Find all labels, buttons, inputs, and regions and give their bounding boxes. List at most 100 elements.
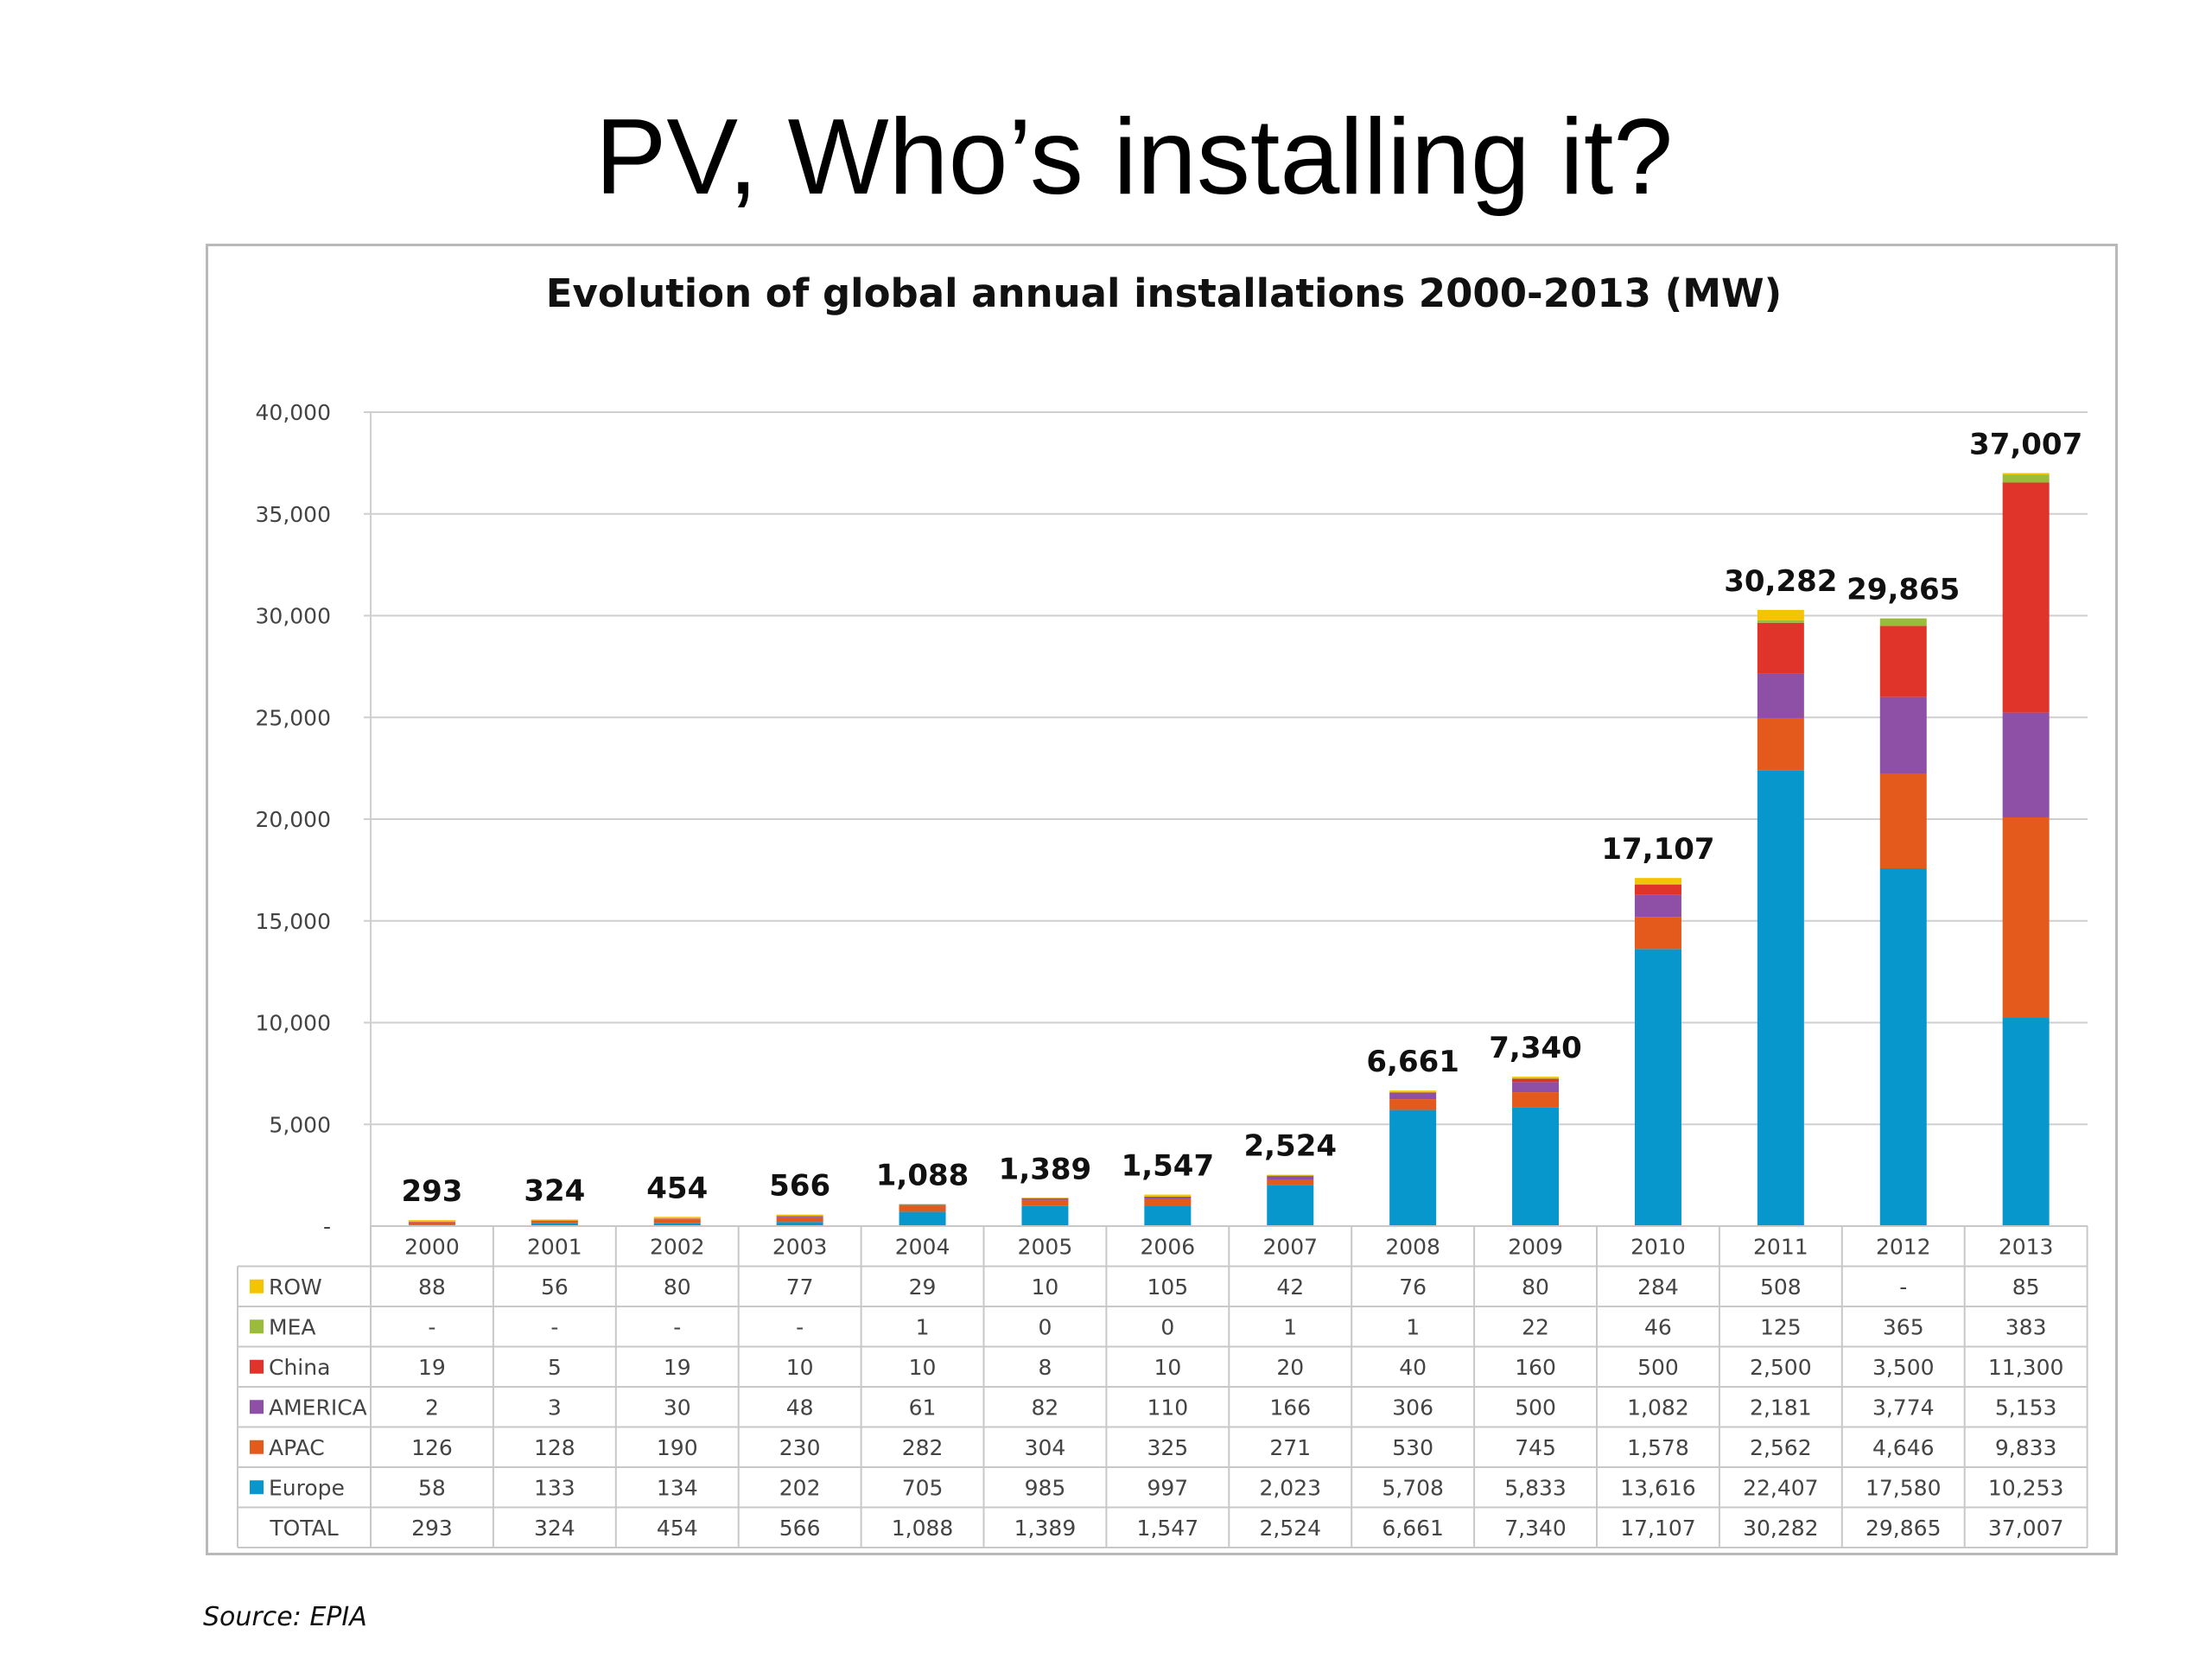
y-tick-label: -: [323, 1214, 331, 1239]
bar-segment: [531, 1223, 578, 1226]
table-total-cell: 30,282: [1743, 1516, 1818, 1541]
table-cell: 134: [657, 1475, 698, 1500]
bar-segment: [1634, 883, 1681, 885]
legend-label: ROW: [269, 1274, 322, 1300]
total-data-label: 324: [524, 1173, 585, 1208]
bar-segment: [408, 1222, 455, 1224]
bar-segment: [1634, 894, 1681, 918]
table-total-cell: 566: [779, 1516, 821, 1541]
total-data-label: 454: [646, 1171, 708, 1205]
source-note: Source: EPIA: [203, 1602, 367, 1632]
bar-segment: [1634, 949, 1681, 1226]
table-cell: 2,181: [1750, 1395, 1812, 1420]
table-cell: 3,774: [1872, 1395, 1935, 1420]
bar-segment: [1389, 1090, 1437, 1092]
bar-segment: [1267, 1179, 1314, 1185]
y-tick-label: 35,000: [256, 502, 331, 527]
bar-segment: [2002, 1017, 2050, 1226]
table-cell: 80: [664, 1274, 691, 1300]
table-cell: -: [550, 1314, 558, 1339]
table-cell: 56: [541, 1274, 569, 1300]
bar-segment: [1512, 1078, 1560, 1083]
table-cell: 2,562: [1750, 1435, 1812, 1460]
table-cell: 10,253: [1988, 1475, 2063, 1500]
bar-segment: [1512, 1092, 1560, 1108]
legend-swatch: [250, 1480, 264, 1495]
table-cell: 22: [1522, 1314, 1549, 1339]
table-total-cell: 7,340: [1504, 1516, 1567, 1541]
bar-segment: [1021, 1199, 1069, 1206]
table-total-cell: 17,107: [1620, 1516, 1695, 1541]
table-cell: 46: [1644, 1314, 1672, 1339]
legend-swatch: [250, 1319, 264, 1334]
bar-segment: [531, 1220, 578, 1224]
table-cell: 110: [1147, 1395, 1188, 1420]
total-data-label: 7,340: [1489, 1031, 1582, 1065]
bar-segment: [1757, 673, 1804, 718]
x-tick-label: 2004: [895, 1234, 950, 1259]
bar-segment: [653, 1218, 701, 1219]
table-total-cell: 37,007: [1988, 1516, 2063, 1541]
bar-segment: [1144, 1197, 1192, 1198]
table-cell: -: [1899, 1274, 1907, 1300]
legend-swatch: [250, 1279, 264, 1294]
bar-segment: [653, 1223, 701, 1226]
legend-label: APAC: [269, 1435, 325, 1460]
y-tick-label: 20,000: [256, 807, 331, 832]
x-tick-label: 2000: [404, 1234, 460, 1259]
chart-frame: Evolution of global annual installations…: [206, 244, 2118, 1555]
chart-svg: Evolution of global annual installations…: [237, 270, 2088, 1548]
table-cell: 5,153: [1995, 1395, 2057, 1420]
y-tick-label: 5,000: [269, 1112, 331, 1137]
table-cell: 383: [2005, 1314, 2047, 1339]
bar-segment: [1757, 622, 1804, 674]
bar-segment: [653, 1218, 701, 1220]
table-cell: 325: [1147, 1435, 1188, 1460]
y-tick-label: 15,000: [256, 909, 331, 934]
table-cell: 0: [1038, 1314, 1052, 1339]
bar-segment: [408, 1222, 455, 1225]
table-cell: 4,646: [1872, 1435, 1935, 1460]
table-cell: -: [796, 1314, 804, 1339]
bar-segment: [899, 1205, 946, 1212]
x-tick-label: 2006: [1141, 1234, 1196, 1259]
bar-segment: [1389, 1099, 1437, 1110]
bar-segment: [1879, 868, 1927, 1226]
bar-segment: [1512, 1082, 1560, 1093]
table-cell: 1: [1406, 1314, 1420, 1339]
table-cell: 3,500: [1872, 1355, 1935, 1380]
bar-segment: [1512, 1077, 1560, 1079]
legend-label: MEA: [269, 1314, 315, 1339]
total-data-label: 29,865: [1847, 573, 1960, 607]
bar-segment: [1757, 717, 1804, 771]
bar-segment: [1757, 609, 1804, 620]
table-total-cell: 6,661: [1382, 1516, 1444, 1541]
total-data-label: 1,389: [999, 1152, 1092, 1186]
bar-segment: [776, 1217, 823, 1223]
bar-segment: [1512, 1078, 1560, 1079]
table-total-cell: 29,865: [1866, 1516, 1941, 1541]
table-cell: 500: [1637, 1355, 1679, 1380]
table-cell: 3: [548, 1395, 562, 1420]
table-cell: 11,300: [1988, 1355, 2063, 1380]
bar-segment: [531, 1220, 578, 1222]
table-cell: 282: [902, 1435, 944, 1460]
total-data-label: 37,007: [1969, 427, 2082, 461]
x-tick-label: 2013: [1999, 1234, 2054, 1259]
x-tick-label: 2009: [1508, 1234, 1563, 1259]
table-cell: 997: [1147, 1475, 1188, 1500]
legend-label: China: [269, 1355, 330, 1380]
table-cell: 85: [2012, 1274, 2040, 1300]
y-tick-label: 30,000: [256, 604, 331, 629]
table-cell: 306: [1392, 1395, 1433, 1420]
table-cell: 508: [1760, 1274, 1802, 1300]
table-cell: 745: [1515, 1435, 1556, 1460]
table-cell: 19: [418, 1355, 446, 1380]
bar-segment: [2002, 712, 2050, 817]
table-cell: 8: [1038, 1355, 1052, 1380]
table-cell: 202: [779, 1475, 821, 1500]
table-cell: 166: [1269, 1395, 1311, 1420]
table-cell: 42: [1276, 1274, 1304, 1300]
x-tick-label: 2001: [527, 1234, 582, 1259]
table-cell: 1: [1283, 1314, 1297, 1339]
